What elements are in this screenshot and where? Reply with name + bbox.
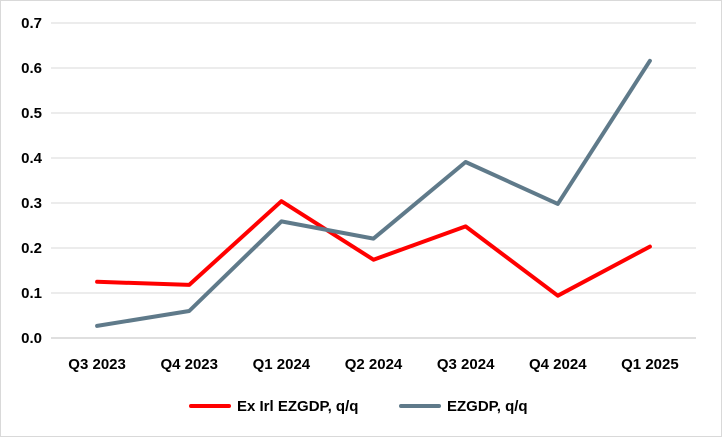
y-axis-ticks: 0.0 0.1 0.2 0.3 0.4 0.5 0.6 0.7 <box>21 15 43 347</box>
series-lines <box>95 58 652 328</box>
y-tick-label: 0.4 <box>21 150 43 167</box>
x-tick-label: Q3 2024 <box>437 356 495 373</box>
x-tick-label: Q1 2024 <box>253 356 311 373</box>
x-tick-label: Q1 2025 <box>621 356 679 373</box>
x-axis-ticks: Q3 2023 Q4 2023 Q1 2024 Q2 2024 Q3 2024 Q4 20… <box>68 356 678 373</box>
x-tick-label: Q4 2023 <box>160 356 218 373</box>
y-tick-label: 0.0 <box>21 330 42 347</box>
series-line-1 <box>95 58 652 328</box>
y-tick-label: 0.6 <box>21 60 42 77</box>
y-tick-label: 0.3 <box>21 195 42 212</box>
y-tick-label: 0.7 <box>21 15 42 32</box>
gridlines <box>51 22 696 294</box>
y-tick-label: 0.2 <box>21 240 42 257</box>
legend-label-1: EZGDP, q/q <box>447 398 528 415</box>
legend: Ex Irl EZGDP, q/q EZGDP, q/q <box>189 398 528 415</box>
x-tick-label: Q4 2024 <box>529 356 587 373</box>
legend-label-0: Ex Irl EZGDP, q/q <box>237 398 358 415</box>
y-tick-label: 0.1 <box>21 285 42 302</box>
y-tick-label: 0.5 <box>21 105 42 122</box>
series-line-0 <box>95 199 652 298</box>
x-tick-label: Q2 2024 <box>345 356 403 373</box>
x-tick-label: Q3 2023 <box>68 356 126 373</box>
